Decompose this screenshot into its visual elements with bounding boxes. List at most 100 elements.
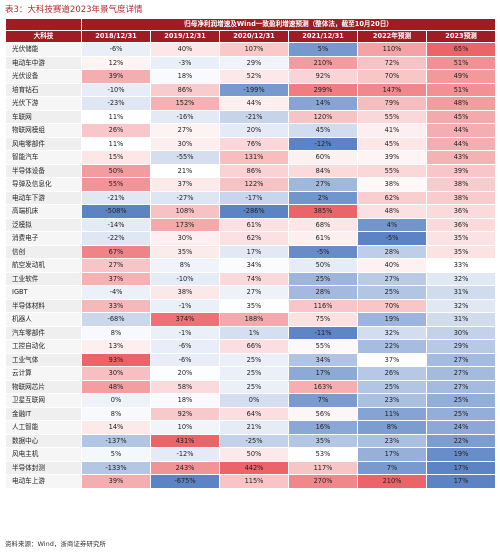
growth-value-cell: 38% xyxy=(357,177,427,192)
growth-value-cell: -3% xyxy=(150,55,220,70)
growth-value-cell: 442% xyxy=(219,460,289,475)
table-row: 高端机床 -508% 108% -286% 385% 48% 36% xyxy=(5,204,497,219)
sector-name-cell: 风电零部件 xyxy=(5,136,82,151)
growth-value-cell: -55% xyxy=(150,150,220,165)
growth-value-cell: 61% xyxy=(219,217,289,232)
growth-value-cell: 35% xyxy=(150,244,220,259)
table-row: 光伏设备 39% 18% 52% 92% 70% 49% xyxy=(5,69,497,84)
sector-name-cell: 半导体材料 xyxy=(5,298,82,313)
growth-value-cell: 38% xyxy=(425,190,497,205)
table-row: 风电零部件 11% 30% 76% -12% 45% 44% xyxy=(5,136,497,151)
sector-name-cell: 工业气体 xyxy=(5,352,82,367)
table-row: IGBT -4% 38% 27% 28% 25% 31% xyxy=(5,285,497,300)
growth-value-cell: 18% xyxy=(150,393,220,408)
column-header-year: 2018/12/31 xyxy=(81,30,151,43)
growth-value-cell: 29% xyxy=(425,339,497,354)
growth-value-cell: 374% xyxy=(150,312,220,327)
growth-value-cell: 117% xyxy=(288,460,358,475)
table-row: 培育钻石 -10% 86% -199% 299% 147% 51% xyxy=(5,82,497,97)
sector-name-cell: 汽车零部件 xyxy=(5,325,82,340)
growth-value-cell: 299% xyxy=(288,82,358,97)
growth-value-cell: 4% xyxy=(357,217,427,232)
growth-value-cell: 76% xyxy=(219,136,289,151)
table-row: 导弹及信息化 55% 37% 122% 27% 38% 38% xyxy=(5,177,497,192)
growth-value-cell: 38% xyxy=(425,177,497,192)
sector-name-cell: 半导体设备 xyxy=(5,163,82,178)
growth-value-cell: -6% xyxy=(81,42,151,57)
growth-value-cell: 92% xyxy=(288,69,358,84)
growth-value-cell: 58% xyxy=(150,379,220,394)
growth-value-cell: 431% xyxy=(150,433,220,448)
growth-value-cell: -16% xyxy=(150,109,220,124)
source-note: 资料来源：Wind，浙商证券研究所 xyxy=(5,540,106,548)
growth-value-cell: 68% xyxy=(288,217,358,232)
table-row: 电动车下游 -21% -27% -17% 2% 62% 38% xyxy=(5,190,497,205)
growth-value-cell: 188% xyxy=(219,312,289,327)
growth-value-cell: -21% xyxy=(81,190,151,205)
sector-name-cell: 机器人 xyxy=(5,312,82,327)
growth-value-cell: 17% xyxy=(288,366,358,381)
growth-value-cell: 50% xyxy=(219,447,289,462)
growth-value-cell: 8% xyxy=(81,406,151,421)
growth-value-cell: 122% xyxy=(219,177,289,192)
table-row: 光伏储能 -6% 40% 107% 5% 110% 65% xyxy=(5,42,497,57)
table-row: 半导体材料 33% -1% 35% 116% 70% 32% xyxy=(5,298,497,313)
growth-value-cell: 39% xyxy=(425,163,497,178)
growth-value-cell: 45% xyxy=(357,136,427,151)
column-header-year: 2020/12/31 xyxy=(219,30,289,43)
growth-value-cell: -21% xyxy=(219,109,289,124)
growth-value-cell: 61% xyxy=(288,231,358,246)
growth-value-cell: 19% xyxy=(357,312,427,327)
growth-value-cell: 93% xyxy=(81,352,151,367)
growth-value-cell: 30% xyxy=(150,136,220,151)
table-row: 人工智能 14% 10% 21% 16% 8% 24% xyxy=(5,420,497,435)
growth-value-cell: 36% xyxy=(425,217,497,232)
growth-value-cell: 108% xyxy=(150,204,220,219)
table-row: 汽车零部件 8% -1% 1% -11% 32% 30% xyxy=(5,325,497,340)
growth-value-cell: -11% xyxy=(288,325,358,340)
growth-value-cell: 36% xyxy=(425,204,497,219)
growth-value-cell: -68% xyxy=(81,312,151,327)
growth-value-cell: 5% xyxy=(81,447,151,462)
column-header-year: 2023预测 xyxy=(425,30,497,43)
growth-value-cell: 62% xyxy=(357,190,427,205)
table-row: 智能汽车 15% -55% 131% 60% 39% 43% xyxy=(5,150,497,165)
growth-value-cell: -27% xyxy=(150,190,220,205)
growth-value-cell: 84% xyxy=(288,163,358,178)
sector-name-cell: 电动车下游 xyxy=(5,190,82,205)
growth-value-cell: 23% xyxy=(357,433,427,448)
growth-value-cell: 72% xyxy=(357,55,427,70)
growth-value-cell: 44% xyxy=(425,123,497,138)
table-row: 物联网模组 26% 27% 20% 45% 41% 44% xyxy=(5,123,497,138)
growth-value-cell: 44% xyxy=(425,136,497,151)
growth-value-cell: 86% xyxy=(150,82,220,97)
growth-value-cell: 16% xyxy=(288,420,358,435)
growth-value-cell: 23% xyxy=(357,393,427,408)
growth-value-cell: 30% xyxy=(150,231,220,246)
sector-name-cell: 信创 xyxy=(5,244,82,259)
growth-value-cell: -6% xyxy=(150,352,220,367)
growth-value-cell: 27% xyxy=(357,271,427,286)
growth-value-cell: 70% xyxy=(357,69,427,84)
growth-value-cell: 37% xyxy=(357,352,427,367)
sector-name-cell: 泛模拟 xyxy=(5,217,82,232)
growth-value-cell: 48% xyxy=(81,379,151,394)
growth-value-cell: 22% xyxy=(357,339,427,354)
growth-value-cell: 0% xyxy=(219,393,289,408)
sector-name-cell: 风电主机 xyxy=(5,447,82,462)
growth-value-cell: 27% xyxy=(81,258,151,273)
growth-value-cell: 13% xyxy=(81,339,151,354)
growth-value-cell: 25% xyxy=(425,393,497,408)
growth-value-cell: -12% xyxy=(288,136,358,151)
growth-value-cell: 17% xyxy=(425,460,497,475)
growth-value-cell: 243% xyxy=(150,460,220,475)
table-row: 工控自动化 13% -6% 66% 55% 22% 29% xyxy=(5,339,497,354)
growth-value-cell: 92% xyxy=(150,406,220,421)
growth-value-cell: 51% xyxy=(425,82,497,97)
growth-value-cell: -675% xyxy=(150,474,220,489)
table-body: 光伏储能 -6% 40% 107% 5% 110% 65% 电动车中游 12% -3% 29% 210… xyxy=(5,42,497,489)
growth-value-cell: 45% xyxy=(288,123,358,138)
growth-value-cell: 17% xyxy=(357,447,427,462)
growth-value-cell: 40% xyxy=(357,258,427,273)
